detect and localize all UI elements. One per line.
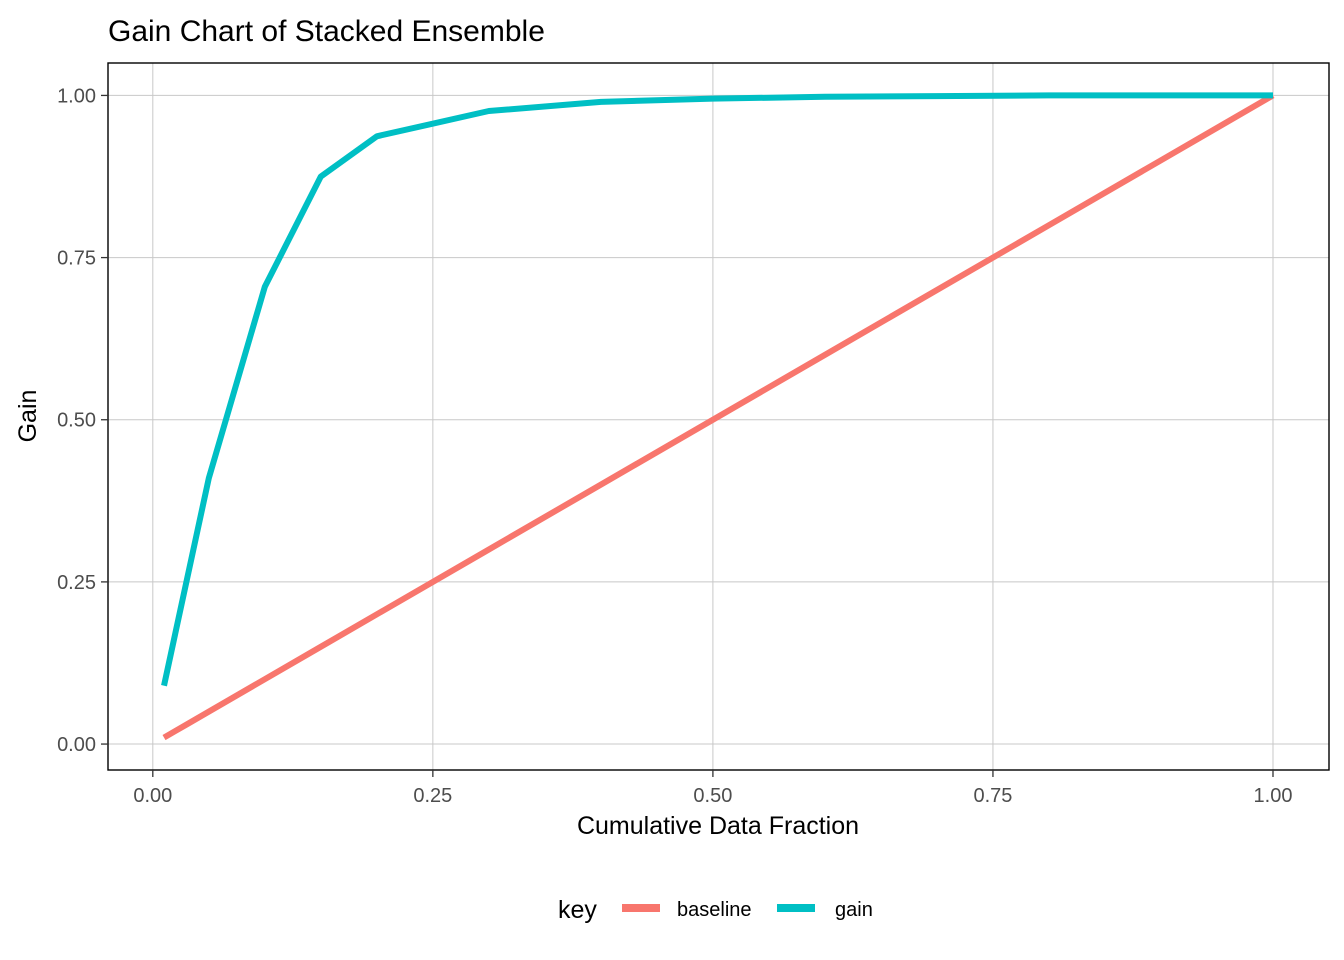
panel-border: [107, 62, 1330, 771]
chart-title: Gain Chart of Stacked Ensemble: [108, 15, 545, 48]
y-tick-label: 1.00: [57, 85, 96, 107]
legend-title: key: [558, 896, 597, 924]
x-tick-label: 0.75: [973, 785, 1012, 807]
legend-label-gain: gain: [835, 899, 873, 921]
x-tick-label: 0.50: [693, 785, 732, 807]
y-tick-label: 0.00: [57, 734, 96, 756]
y-tick-label: 0.75: [57, 248, 96, 270]
y-axis-title: Gain: [14, 390, 42, 443]
series-line-gain: [161, 92, 1273, 687]
x-tick-label: 0.25: [413, 785, 452, 807]
legend: key baseline gain: [558, 896, 873, 924]
axis-ticks: [101, 94, 1274, 777]
series-line-baseline: [162, 92, 1275, 741]
y-tick-label: 0.25: [57, 572, 96, 594]
x-tick-label: 0.00: [133, 785, 172, 807]
plot-series: [161, 92, 1275, 741]
legend-label-baseline: baseline: [677, 899, 752, 921]
x-axis-title: Cumulative Data Fraction: [577, 812, 859, 840]
y-tick-label: 0.50: [57, 410, 96, 432]
x-tick-label: 1.00: [1254, 785, 1293, 807]
axis-tick-labels: 0.00 0.25 0.50 0.75 1.00 0.00 0.25 0.50 0.75 1.00: [57, 85, 1292, 807]
